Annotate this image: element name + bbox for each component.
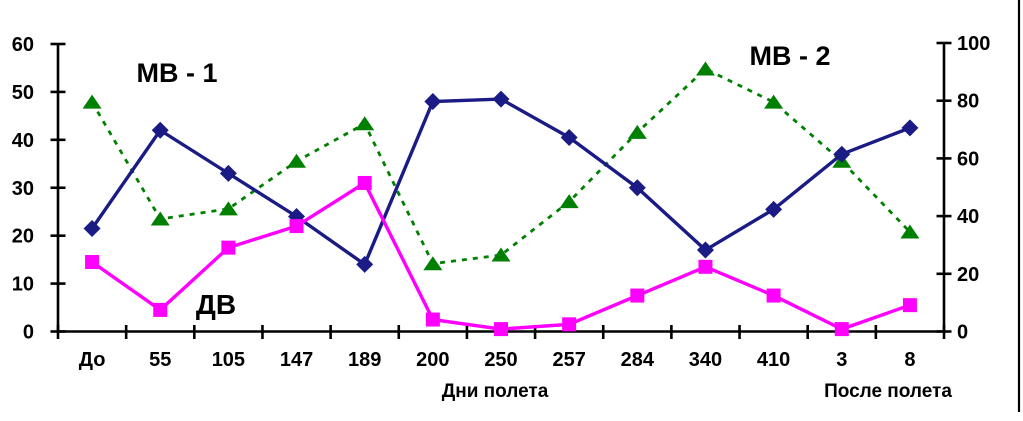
left-axis-tick-label: 20 bbox=[12, 226, 34, 248]
data-point-diamond bbox=[560, 128, 578, 146]
left-axis-tick-label: 10 bbox=[12, 274, 34, 296]
left-axis-tick-label: 40 bbox=[12, 130, 34, 152]
data-point-diamond bbox=[492, 90, 510, 108]
data-point-triangle bbox=[287, 153, 307, 168]
x-axis-tick-label: 340 bbox=[689, 349, 722, 371]
left-axis-tick-label: 30 bbox=[12, 178, 34, 200]
data-point-square bbox=[289, 219, 304, 234]
x-axis-caption-right: После полета bbox=[824, 381, 952, 402]
data-point-diamond bbox=[83, 219, 101, 237]
x-axis-tick-label: 8 bbox=[904, 349, 915, 371]
data-point-triangle bbox=[559, 194, 579, 209]
data-point-triangle bbox=[900, 224, 920, 239]
series-label-annotation: МВ - 2 bbox=[750, 41, 831, 71]
x-axis-tick-label: 55 bbox=[149, 349, 171, 371]
data-point-triangle bbox=[355, 116, 375, 131]
data-point-square bbox=[698, 259, 713, 274]
data-point-square bbox=[85, 255, 100, 270]
x-axis-tick-label: 284 bbox=[621, 349, 655, 371]
data-point-triangle bbox=[695, 61, 715, 76]
x-axis-tick-label: 3 bbox=[836, 349, 847, 371]
data-point-triangle bbox=[627, 124, 647, 139]
x-axis-tick-label: До bbox=[79, 349, 106, 371]
data-point-square bbox=[221, 240, 236, 255]
data-point-square bbox=[494, 322, 508, 337]
right-axis-tick-label: 60 bbox=[957, 148, 979, 170]
x-axis-tick-label: 410 bbox=[757, 349, 790, 371]
data-point-square bbox=[766, 288, 781, 303]
series-line-diamond bbox=[90, 97, 911, 268]
right-axis-tick-label: 20 bbox=[957, 264, 979, 286]
data-point-square bbox=[425, 312, 440, 327]
data-point-diamond bbox=[901, 119, 919, 137]
data-point-triangle bbox=[423, 256, 443, 271]
data-point-diamond bbox=[424, 93, 442, 110]
data-point-triangle bbox=[82, 94, 102, 109]
data-point-square bbox=[562, 317, 577, 332]
x-axis-tick-label: 189 bbox=[348, 349, 381, 371]
left-axis-tick-label: 50 bbox=[12, 82, 34, 104]
x-axis-caption: Дни полета bbox=[442, 381, 549, 402]
series-label-annotation: МВ - 1 bbox=[137, 58, 218, 88]
data-point-square bbox=[357, 175, 372, 190]
left-axis-tick-label: 60 bbox=[12, 34, 34, 56]
x-axis-tick-label: 250 bbox=[484, 349, 517, 371]
data-point-diamond bbox=[696, 241, 714, 259]
data-point-square bbox=[834, 322, 849, 337]
series-label-annotation: ДВ bbox=[196, 289, 236, 320]
data-point-diamond bbox=[628, 179, 646, 197]
data-point-square bbox=[153, 302, 168, 317]
right-axis-tick-label: 80 bbox=[957, 91, 979, 113]
x-axis-tick-label: 147 bbox=[280, 349, 313, 371]
data-point-triangle bbox=[218, 201, 238, 216]
data-point-triangle bbox=[150, 211, 170, 226]
left-axis-tick-label: 0 bbox=[23, 322, 34, 344]
x-axis-tick-label: 257 bbox=[552, 349, 585, 371]
data-point-triangle bbox=[764, 94, 784, 109]
right-axis-tick-label: 100 bbox=[957, 33, 990, 55]
data-point-diamond bbox=[765, 200, 783, 218]
data-point-diamond bbox=[151, 121, 169, 139]
data-point-diamond bbox=[833, 145, 851, 163]
x-axis-tick-label: 105 bbox=[212, 349, 245, 371]
data-point-triangle bbox=[491, 247, 511, 262]
data-point-diamond bbox=[219, 164, 237, 182]
data-point-diamond bbox=[356, 255, 374, 273]
data-point-square bbox=[630, 288, 645, 303]
right-axis-tick-label: 40 bbox=[957, 206, 979, 228]
data-point-square bbox=[902, 298, 917, 313]
right-axis-tick-label: 0 bbox=[957, 322, 968, 344]
x-axis-tick-label: 200 bbox=[416, 349, 449, 371]
